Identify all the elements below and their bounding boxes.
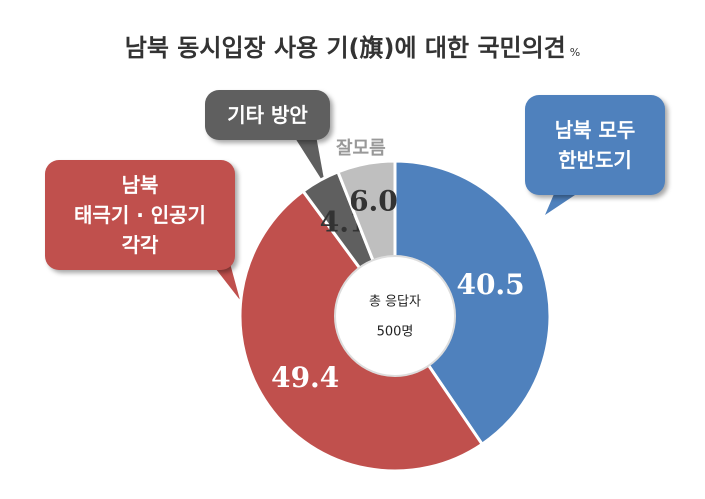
center-text: 500명: [377, 325, 414, 340]
unit-label: %: [569, 46, 581, 59]
callout-tail: [290, 130, 325, 185]
title-row: 남북 동시입장 사용 기(旗)에 대한 국민의견%: [0, 28, 705, 63]
chart-title: 남북 동시입장 사용 기(旗)에 대한 국민의견: [124, 34, 566, 62]
value-label: 6.0: [349, 185, 398, 218]
center-hole: [334, 255, 456, 377]
value-label: 40.5: [456, 268, 524, 301]
category-label: 잘모름: [336, 138, 386, 159]
pie-slice: [393, 159, 552, 447]
value-label: 49.4: [271, 361, 339, 394]
center-text: 총 응답자: [369, 295, 421, 310]
category-callout: 기타 방안: [205, 90, 330, 140]
category-callout: 남북 태극기 · 인공기 각각: [45, 160, 235, 270]
category-callout: 남북 모두 한반도기: [525, 95, 665, 195]
